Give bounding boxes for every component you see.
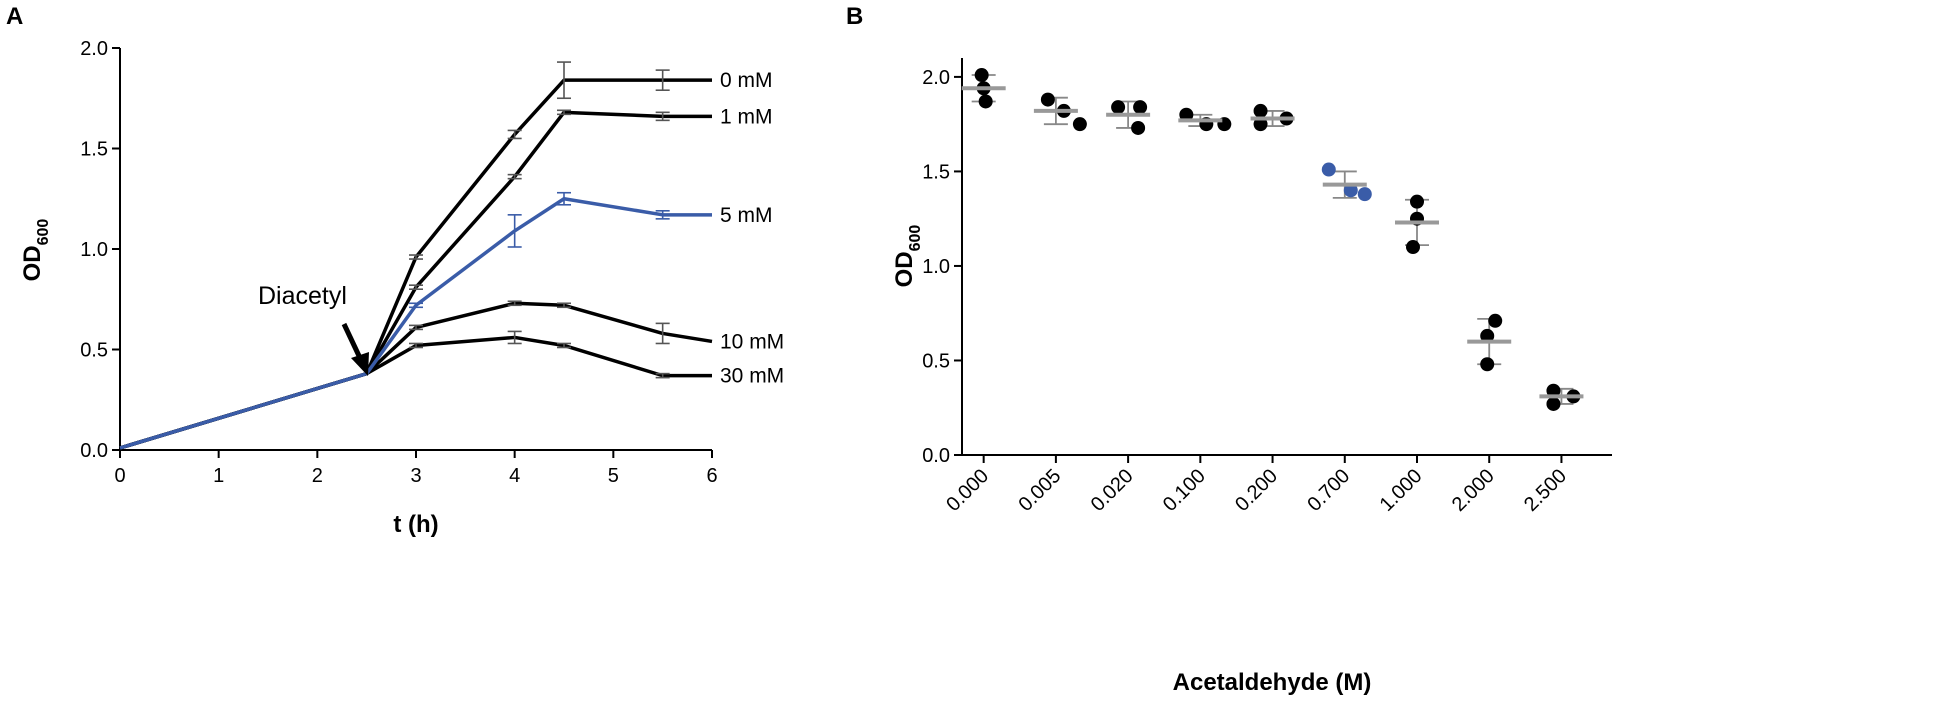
- data-point: [1480, 328, 1495, 343]
- panel-b-label: B: [846, 3, 863, 30]
- panel-a-label: A: [6, 3, 23, 30]
- x-tick-label: 1: [213, 465, 224, 487]
- data-point: [1133, 100, 1148, 115]
- x-tick-label: 2: [312, 465, 323, 487]
- series-line: [119, 335, 712, 450]
- panel-b-x-title: Acetaldehyde (M): [1173, 669, 1372, 696]
- x-tick-label: 6: [706, 465, 717, 487]
- series-label: 5 mM: [720, 204, 773, 227]
- x-tick-label: 1.000: [1376, 465, 1427, 516]
- x-tick-label: 0: [114, 465, 125, 487]
- x-tick-label: 0.700: [1303, 465, 1354, 516]
- x-tick-label: 5: [608, 465, 619, 487]
- y-tick-label: 0.0: [80, 440, 108, 462]
- series-line: [119, 110, 712, 450]
- panel-b-y-title: OD600: [891, 225, 924, 288]
- x-tick-label: 2.500: [1520, 465, 1571, 516]
- y-tick-label: 0.5: [80, 340, 108, 362]
- diacetyl-annotation: Diacetyl: [258, 282, 347, 310]
- x-tick-label: 0.005: [1014, 465, 1065, 516]
- data-point: [1546, 396, 1561, 411]
- data-group: [1321, 162, 1372, 202]
- y-tick-label: 0.0: [922, 445, 950, 467]
- panel-a-series-labels: 0 mM 1 mM 10 mM 30 mM 5 mM: [720, 69, 784, 387]
- data-group: [1539, 383, 1584, 411]
- data-point: [974, 68, 989, 83]
- y-tick-label: 2.0: [922, 67, 950, 89]
- panel-b-groups: [961, 68, 1584, 411]
- data-point: [1343, 183, 1358, 198]
- y-tick-label: 0.5: [922, 350, 950, 372]
- y-tick-label: 1.5: [80, 139, 108, 161]
- data-group: [1467, 313, 1512, 372]
- panel-a-ticks: 0 1 2 3 4 5 6 0.0 0.5 1.0 1.5 2.0: [80, 38, 717, 487]
- data-point: [1072, 117, 1087, 132]
- series-label: 1 mM: [720, 105, 773, 128]
- series-label: 30 mM: [720, 365, 784, 388]
- panel-a: A OD600 t (h) 0 1 2 3 4 5 6 0.0 0.5 1.0 1.5 2.0 0 m…: [6, 3, 784, 538]
- x-tick-label: 2.000: [1448, 465, 1499, 516]
- panel-a-y-title: OD600: [19, 219, 52, 282]
- data-point: [1406, 240, 1420, 255]
- data-point: [1253, 117, 1268, 132]
- x-tick-label: 0.200: [1231, 465, 1282, 516]
- data-point: [1111, 100, 1126, 115]
- data-point: [1253, 103, 1268, 118]
- x-tick-label: 0.000: [942, 465, 993, 516]
- data-group: [1033, 92, 1087, 132]
- y-tick-label: 2.0: [80, 38, 108, 60]
- series-line: [119, 78, 712, 450]
- data-point: [1480, 357, 1495, 372]
- y-tick-label: 1.0: [922, 256, 950, 278]
- data-group: [1250, 103, 1295, 132]
- data-point: [1546, 383, 1561, 398]
- data-point: [1488, 313, 1503, 328]
- data-group: [961, 68, 1006, 109]
- panel-b-ticks: 0.0 0.5 1.0 1.5 2.0 0.000 0.005 0.020 0.100 0.200…: [922, 67, 1571, 516]
- y-tick-label: 1.0: [80, 239, 108, 261]
- data-group: [1395, 194, 1439, 255]
- panel-a-x-title: t (h): [393, 511, 438, 538]
- data-point: [978, 94, 993, 109]
- data-group: [1178, 107, 1232, 132]
- panel-a-series: [119, 61, 713, 450]
- y-tick-label: 1.5: [922, 161, 950, 183]
- panel-b: B OD600 Acetaldehyde (M) 0.0 0.5 1.0 1.5 2.0…: [846, 3, 1612, 696]
- data-point: [1040, 92, 1055, 107]
- x-tick-label: 0.020: [1087, 465, 1138, 516]
- data-point: [1410, 194, 1424, 209]
- diacetyl-arrow-icon: [341, 322, 369, 376]
- x-tick-label: 4: [509, 465, 520, 487]
- x-tick-label: 3: [410, 465, 421, 487]
- series-label: 0 mM: [720, 69, 773, 92]
- series-label: 10 mM: [720, 330, 784, 353]
- data-point: [1357, 187, 1372, 202]
- x-tick-label: 0.100: [1159, 465, 1210, 516]
- data-point: [1179, 107, 1194, 122]
- data-point: [1131, 120, 1146, 135]
- data-group: [1106, 100, 1151, 135]
- data-point: [1321, 162, 1336, 177]
